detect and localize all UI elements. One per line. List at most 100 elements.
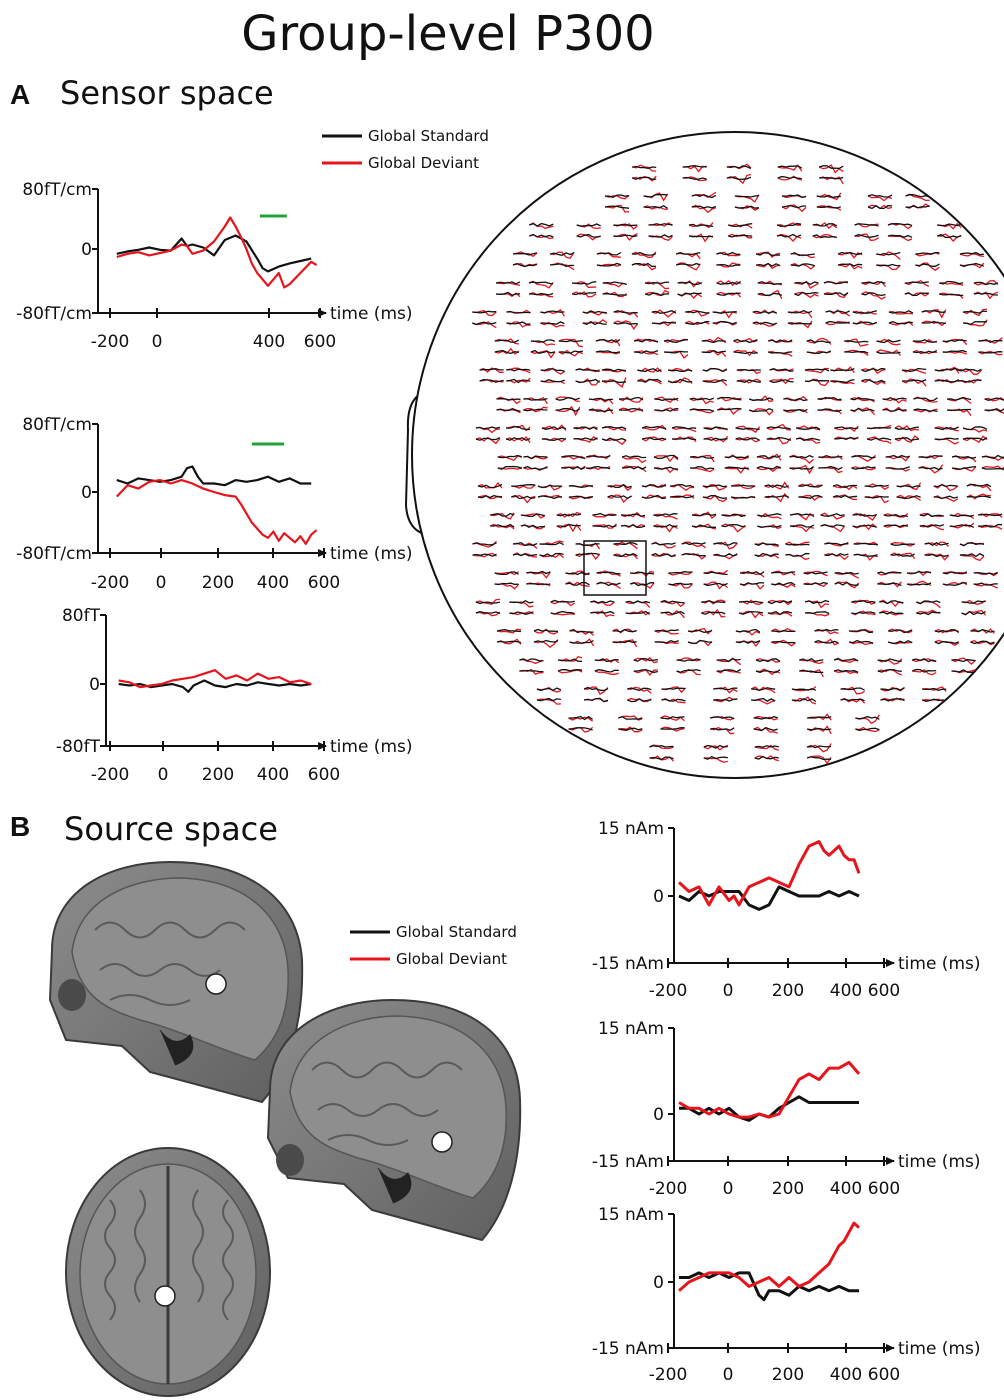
x-tick-label: 600 (308, 765, 340, 785)
sensor-trace-deviant (789, 464, 815, 475)
sensor-trace-standard (734, 205, 759, 209)
sensor-trace-deviant (911, 658, 937, 663)
sensor-trace-standard (651, 552, 676, 557)
sensor-trace-deviant (602, 291, 628, 298)
sensor-trace-standard (595, 338, 621, 343)
sensor-trace-standard (844, 340, 869, 343)
sensor-trace-deviant (675, 262, 701, 271)
sensor-trace-standard (853, 542, 878, 546)
sensor-trace-standard (757, 292, 783, 297)
sensor-trace-standard (837, 251, 863, 256)
sensor-trace-standard (512, 553, 538, 557)
sensor-trace-deviant (833, 670, 859, 675)
sensor-trace-standard (830, 378, 855, 384)
x-tick-label: 0 (723, 1365, 734, 1385)
sensor-trace-standard (660, 727, 685, 730)
sensor-trace-standard (575, 552, 600, 556)
sensor-trace-standard (973, 582, 998, 586)
sensor-trace-standard (721, 523, 746, 528)
sensor-trace-deviant (812, 222, 838, 230)
y-tick-label: 0 (89, 675, 100, 695)
sensor-trace-standard (588, 397, 613, 401)
sensor-trace-deviant (643, 205, 668, 211)
sensor-trace-deviant (716, 280, 742, 286)
sensor-trace-standard (625, 610, 651, 615)
source-location-marker (205, 973, 227, 995)
sensor-trace-standard (789, 524, 815, 528)
sensor-trace-standard (754, 552, 779, 558)
sensor-trace-standard (771, 571, 796, 574)
sensor-trace-deviant (915, 262, 940, 271)
sensor-trace-standard (791, 697, 817, 703)
sensor-trace-standard (728, 222, 753, 228)
sensor-trace-standard (701, 339, 726, 344)
sensor-trace-standard (962, 426, 988, 431)
x-axis-label: time (ms) (898, 1339, 981, 1359)
sensor-trace-standard (915, 251, 940, 255)
sensor-trace-deviant (701, 608, 726, 618)
sensor-trace-deviant (803, 570, 828, 577)
sensor-trace-standard (934, 379, 960, 383)
sensor-trace-standard (691, 513, 717, 517)
sensor-trace-standard (596, 582, 621, 587)
x-tick-label: 400 (830, 981, 862, 1001)
sensor-trace-deviant (807, 743, 832, 753)
sensor-trace-deviant (479, 367, 504, 373)
sensor-trace-standard (852, 321, 878, 325)
series-line-deviant (116, 216, 318, 289)
sensor-trace-standard (494, 339, 520, 343)
sensor-trace-deviant (582, 319, 608, 324)
sensor-trace-standard (942, 582, 967, 586)
sensor-trace-deviant (734, 194, 760, 203)
sensor-trace-standard (959, 251, 984, 256)
sensor-trace-standard (668, 571, 693, 574)
sensor-trace-standard (613, 552, 638, 558)
sensor-trace-standard (768, 351, 793, 354)
x-tick-label: 200 (202, 765, 234, 785)
x-tick-label: 200 (202, 573, 234, 593)
x-tick-label: 400 (253, 332, 285, 352)
sensor-trace-deviant (736, 378, 762, 384)
sensor-trace-deviant (750, 686, 776, 694)
legend-label-deviant: Global Deviant (368, 154, 479, 172)
sensor-trace-standard (978, 351, 1003, 354)
sensor-trace-standard (879, 611, 904, 615)
sensor-trace-standard (959, 552, 985, 558)
sensor-trace-standard (730, 496, 756, 499)
sensor-trace-standard (736, 368, 761, 372)
sensor-trace-standard (618, 727, 643, 731)
sensor-trace-standard (748, 407, 774, 413)
sensor-trace-standard (506, 426, 531, 431)
sensor-trace-deviant (777, 164, 803, 172)
x-tick-label: 200 (772, 1179, 804, 1199)
sensor-trace-standard (851, 611, 876, 615)
sensor-trace-standard (787, 322, 812, 325)
sensor-trace-deviant (475, 598, 500, 605)
sensor-trace-deviant (540, 321, 565, 328)
sensor-trace-standard (475, 426, 501, 430)
sensor-trace-deviant (769, 377, 794, 385)
sensor-trace-standard (523, 455, 548, 460)
sensor-trace-standard (883, 524, 908, 528)
sensor-trace-standard (530, 349, 556, 354)
sensor-trace-standard (637, 368, 662, 373)
sensor-trace-deviant (879, 610, 904, 616)
sensor-trace-standard (660, 716, 685, 720)
sensor-trace-standard (833, 669, 859, 673)
sensor-trace-standard (817, 396, 842, 401)
sensor-trace-standard (756, 465, 782, 470)
sensor-trace-standard (867, 204, 893, 210)
sensor-trace-deviant (864, 495, 889, 504)
sensor-trace-standard (764, 484, 789, 489)
sensor-trace-standard (733, 338, 758, 344)
sensor-trace-standard (951, 465, 977, 470)
y-tick-label: 15 nAm (598, 1019, 664, 1039)
chart-source-1: 15 nAm 0 -15 nAm -200 0 200 400 600 time (ms) (592, 819, 981, 1001)
sensor-trace-deviant (558, 338, 583, 348)
sensor-trace-standard (633, 338, 659, 343)
sensor-trace-standard (523, 397, 548, 401)
series-line-standard (116, 465, 312, 487)
sensor-trace-deviant (621, 456, 647, 464)
sensor-trace-standard (767, 610, 793, 616)
